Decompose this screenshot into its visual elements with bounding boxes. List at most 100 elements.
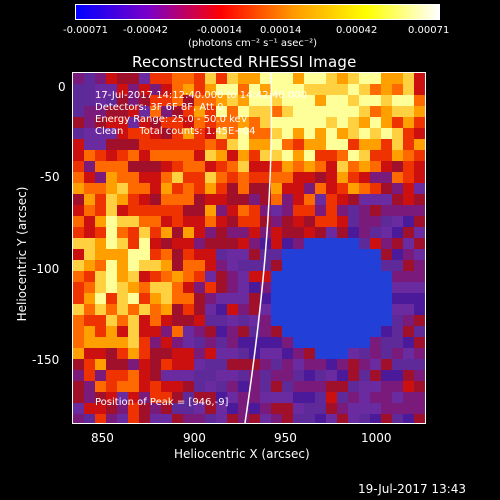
image-pixel	[194, 139, 205, 150]
image-pixel	[315, 205, 326, 216]
image-pixel	[260, 326, 271, 337]
image-pixel	[271, 205, 282, 216]
image-pixel	[73, 150, 84, 161]
image-pixel	[117, 282, 128, 293]
image-pixel	[216, 392, 227, 403]
image-pixel	[381, 392, 392, 403]
image-pixel	[139, 293, 150, 304]
y-tick: 0	[58, 80, 66, 94]
image-pixel	[260, 260, 271, 271]
image-pixel	[139, 73, 150, 84]
image-pixel	[106, 249, 117, 260]
image-pixel	[293, 304, 304, 315]
image-pixel	[227, 282, 238, 293]
image-pixel	[161, 260, 172, 271]
image-pixel	[84, 227, 95, 238]
image-pixel	[161, 194, 172, 205]
image-pixel	[326, 73, 337, 84]
image-pixel	[216, 128, 227, 139]
image-pixel	[304, 403, 315, 414]
image-pixel	[128, 282, 139, 293]
image-pixel	[95, 282, 106, 293]
image-pixel	[271, 260, 282, 271]
image-pixel	[403, 414, 414, 423]
image-pixel	[414, 84, 425, 95]
image-pixel	[403, 238, 414, 249]
image-pixel	[216, 95, 227, 106]
image-pixel	[348, 95, 359, 106]
image-pixel	[128, 205, 139, 216]
image-pixel	[403, 183, 414, 194]
image-pixel	[348, 414, 359, 423]
image-pixel	[139, 95, 150, 106]
image-pixel	[315, 95, 326, 106]
image-pixel	[337, 359, 348, 370]
image-pixel	[381, 183, 392, 194]
image-pixel	[183, 106, 194, 117]
image-pixel	[194, 238, 205, 249]
image-pixel	[216, 238, 227, 249]
image-pixel	[359, 348, 370, 359]
image-pixel	[326, 260, 337, 271]
image-pixel	[194, 150, 205, 161]
image-pixel	[260, 139, 271, 150]
image-pixel	[95, 337, 106, 348]
image-pixel	[260, 106, 271, 117]
image-pixel	[282, 414, 293, 423]
image-pixel	[73, 326, 84, 337]
image-pixel	[194, 84, 205, 95]
image-pixel	[392, 150, 403, 161]
image-pixel	[271, 315, 282, 326]
image-pixel	[370, 73, 381, 84]
image-pixel	[315, 282, 326, 293]
image-pixel	[161, 205, 172, 216]
image-pixel	[249, 106, 260, 117]
image-pixel	[216, 315, 227, 326]
image-pixel	[161, 414, 172, 423]
image-pixel	[381, 304, 392, 315]
image-pixel	[271, 117, 282, 128]
image-pixel	[227, 172, 238, 183]
image-pixel	[304, 381, 315, 392]
image-pixel	[337, 205, 348, 216]
image-pixel	[337, 348, 348, 359]
image-pixel	[117, 293, 128, 304]
image-pixel	[337, 249, 348, 260]
image-pixel	[370, 106, 381, 117]
image-pixel	[271, 392, 282, 403]
image-pixel	[392, 326, 403, 337]
image-pixel	[139, 106, 150, 117]
image-pixel	[282, 282, 293, 293]
colorbar-tick: -0.00014	[197, 25, 242, 36]
image-pixel	[293, 359, 304, 370]
image-pixel	[238, 139, 249, 150]
image-pixel	[95, 293, 106, 304]
image-pixel	[172, 348, 183, 359]
x-tick: 1000	[361, 431, 392, 445]
image-pixel	[414, 227, 425, 238]
image-pixel	[403, 348, 414, 359]
image-pixel	[172, 271, 183, 282]
image-pixel	[216, 216, 227, 227]
image-pixel	[293, 161, 304, 172]
image-pixel	[106, 238, 117, 249]
image-pixel	[249, 216, 260, 227]
image-pixel	[260, 392, 271, 403]
image-pixel	[84, 359, 95, 370]
image-pixel	[304, 238, 315, 249]
image-pixel	[403, 95, 414, 106]
image-pixel	[238, 238, 249, 249]
image-pixel	[106, 161, 117, 172]
image-pixel	[414, 95, 425, 106]
image-pixel	[326, 106, 337, 117]
image-pixel	[106, 128, 117, 139]
image-pixel	[172, 150, 183, 161]
image-pixel	[381, 326, 392, 337]
image-pixel	[194, 95, 205, 106]
image-pixel	[106, 326, 117, 337]
image-pixel	[249, 337, 260, 348]
image-pixel	[216, 117, 227, 128]
image-pixel	[304, 337, 315, 348]
image-pixel	[348, 403, 359, 414]
image-pixel	[293, 128, 304, 139]
